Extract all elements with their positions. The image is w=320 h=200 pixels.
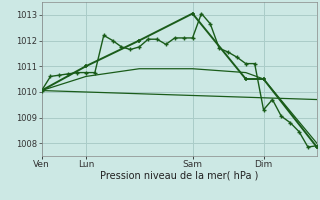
X-axis label: Pression niveau de la mer( hPa ): Pression niveau de la mer( hPa ) [100,171,258,181]
